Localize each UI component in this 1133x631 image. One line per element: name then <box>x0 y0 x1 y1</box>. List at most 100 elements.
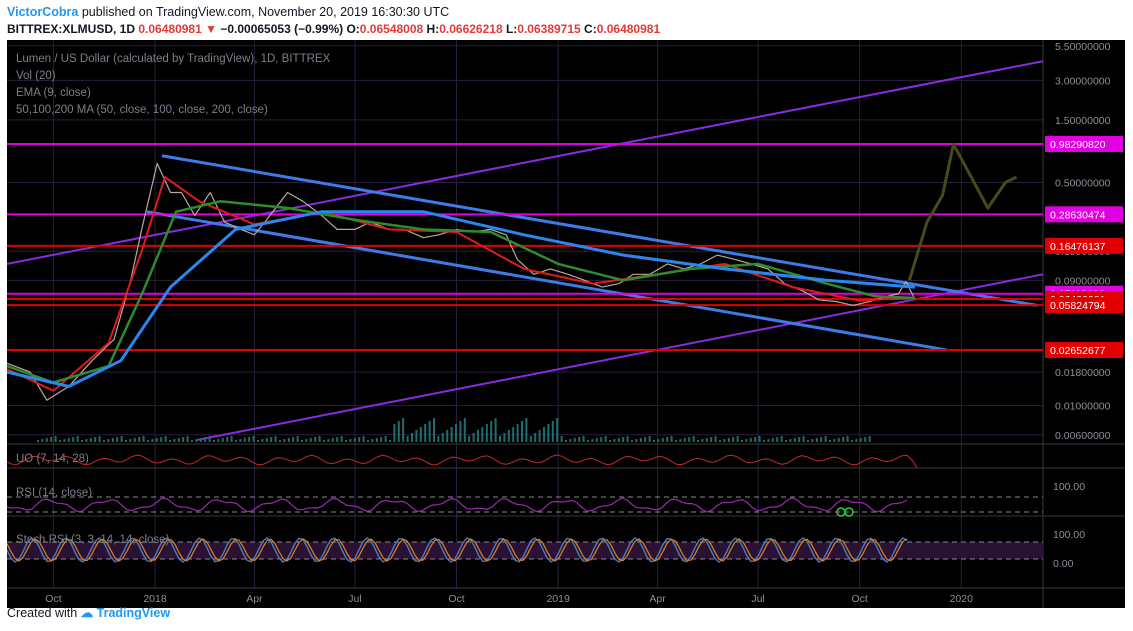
volume-bar <box>565 440 567 442</box>
volume-bar <box>534 433 537 442</box>
uo-indicator-label: UO (7, 14, 28) <box>16 453 89 465</box>
volume-bar <box>846 436 849 442</box>
volume-bar <box>780 436 783 442</box>
price-axis-tick-label: 0.01000000 <box>1055 401 1111 413</box>
volume-bar <box>164 436 167 442</box>
volume-bar <box>45 438 48 442</box>
volume-bar <box>525 418 528 442</box>
volume-bar <box>521 421 523 442</box>
volume-bar <box>59 440 61 442</box>
price-axis-tick-label: 0.09000000 <box>1055 275 1111 287</box>
legend-title: Lumen / US Dollar (calculated by Trading… <box>16 53 331 65</box>
created-with-text: Created with <box>7 606 78 620</box>
volume-bar <box>833 439 836 442</box>
price-level-tag <box>1045 297 1123 314</box>
volume-bar <box>331 438 334 442</box>
volume-bar <box>305 439 308 442</box>
volume-bar <box>741 440 743 442</box>
volume-bar <box>371 439 374 442</box>
volume-bar <box>600 437 603 442</box>
volume-bar <box>582 436 585 442</box>
volume-bar <box>868 436 871 442</box>
volume-bar <box>182 437 185 442</box>
volume-bar <box>767 439 770 442</box>
volume-bar <box>274 436 277 442</box>
tradingview-brand[interactable]: TradingView <box>96 606 171 620</box>
volume-bar <box>336 437 339 442</box>
price-axis-tick-label: 0.50000000 <box>1055 178 1111 190</box>
author-link[interactable]: VictorCobra <box>7 5 79 19</box>
volume-bar <box>661 438 664 442</box>
volume-bar <box>213 440 215 442</box>
price-level-tag <box>1045 342 1123 358</box>
volume-bar <box>402 418 405 442</box>
stoch-k-line <box>7 537 908 563</box>
volume-bar <box>230 436 233 442</box>
volume-bar <box>279 440 281 442</box>
series-line-ma-50 <box>7 200 915 384</box>
volume-bar <box>864 437 867 442</box>
volume-bar <box>604 436 607 442</box>
price-level-tag <box>1045 136 1123 152</box>
stoch-axis-tick-label: 0.00 <box>1053 558 1074 570</box>
volume-bar <box>551 421 554 442</box>
blue-channel-upper-line <box>161 154 1038 307</box>
volume-bar <box>151 439 154 442</box>
down-arrow-icon: ▼ <box>205 22 217 36</box>
ohlc-low-value: 0.06389715 <box>517 22 581 36</box>
chart-area[interactable]: 5.50000000 3.00000000 1.50000000 0.50000000… <box>7 40 1125 608</box>
volume-bar <box>477 430 479 442</box>
price-chart-svg[interactable]: 5.50000000 3.00000000 1.50000000 0.50000000… <box>7 40 1125 608</box>
volume-bar <box>749 438 752 442</box>
stoch-rsi-indicator-label: Stoch RSI (3, 3, 14, 14, close) <box>16 534 170 546</box>
volume-bar <box>54 436 57 442</box>
x-axis-tick-label: 2020 <box>950 593 974 605</box>
volume-bar <box>397 421 400 442</box>
volume-bar <box>208 436 211 442</box>
volume-bar <box>94 437 97 442</box>
volume-bar <box>776 437 779 442</box>
volume-bar <box>261 439 264 442</box>
volume-bar <box>472 433 475 442</box>
volume-bar <box>798 437 801 442</box>
volume-bar <box>626 436 629 442</box>
volume-bar <box>622 437 625 442</box>
price-level-label: 0.98290820 <box>1050 139 1106 151</box>
price-axis-tick-label: 0.01800000 <box>1055 367 1111 379</box>
volume-bar <box>455 424 457 442</box>
volume-bar <box>481 427 484 442</box>
volume-bar <box>389 440 391 442</box>
volume-bar <box>314 437 317 442</box>
volume-bar <box>103 440 105 442</box>
volume-bar <box>670 436 673 442</box>
volume-bar <box>287 438 290 442</box>
volume-bar <box>107 439 110 442</box>
volume-bar <box>169 440 171 442</box>
rsi-divergence-marker <box>844 507 854 517</box>
volume-bar <box>226 437 229 442</box>
price-axis-tick-label: 1.50000000 <box>1055 115 1111 127</box>
volume-bar <box>415 430 418 442</box>
ohlc-open-key: O: <box>346 22 360 36</box>
volume-bar <box>732 437 735 442</box>
volume-bar <box>490 421 493 442</box>
volume-bar <box>639 438 642 442</box>
volume-bar <box>358 437 361 442</box>
volume-bar <box>855 439 858 442</box>
volume-bar <box>613 439 616 442</box>
volume-bar <box>807 440 809 442</box>
volume-bar <box>98 436 101 442</box>
blue-channel-lower-line <box>146 210 948 352</box>
volume-bar <box>283 439 286 442</box>
volume-bar <box>142 436 145 442</box>
volume-bar <box>499 436 501 442</box>
x-axis-tick-label: Jul <box>348 593 361 605</box>
volume-bar <box>446 430 449 442</box>
volume-bar <box>186 436 189 442</box>
price-level-label: 0.02652677 <box>1050 345 1106 357</box>
volume-bar <box>578 437 581 442</box>
tradingview-logo-icon[interactable]: ☁ <box>80 606 94 620</box>
volume-bar <box>384 436 387 442</box>
volume-bar <box>76 436 79 442</box>
volume-bar <box>125 440 127 442</box>
